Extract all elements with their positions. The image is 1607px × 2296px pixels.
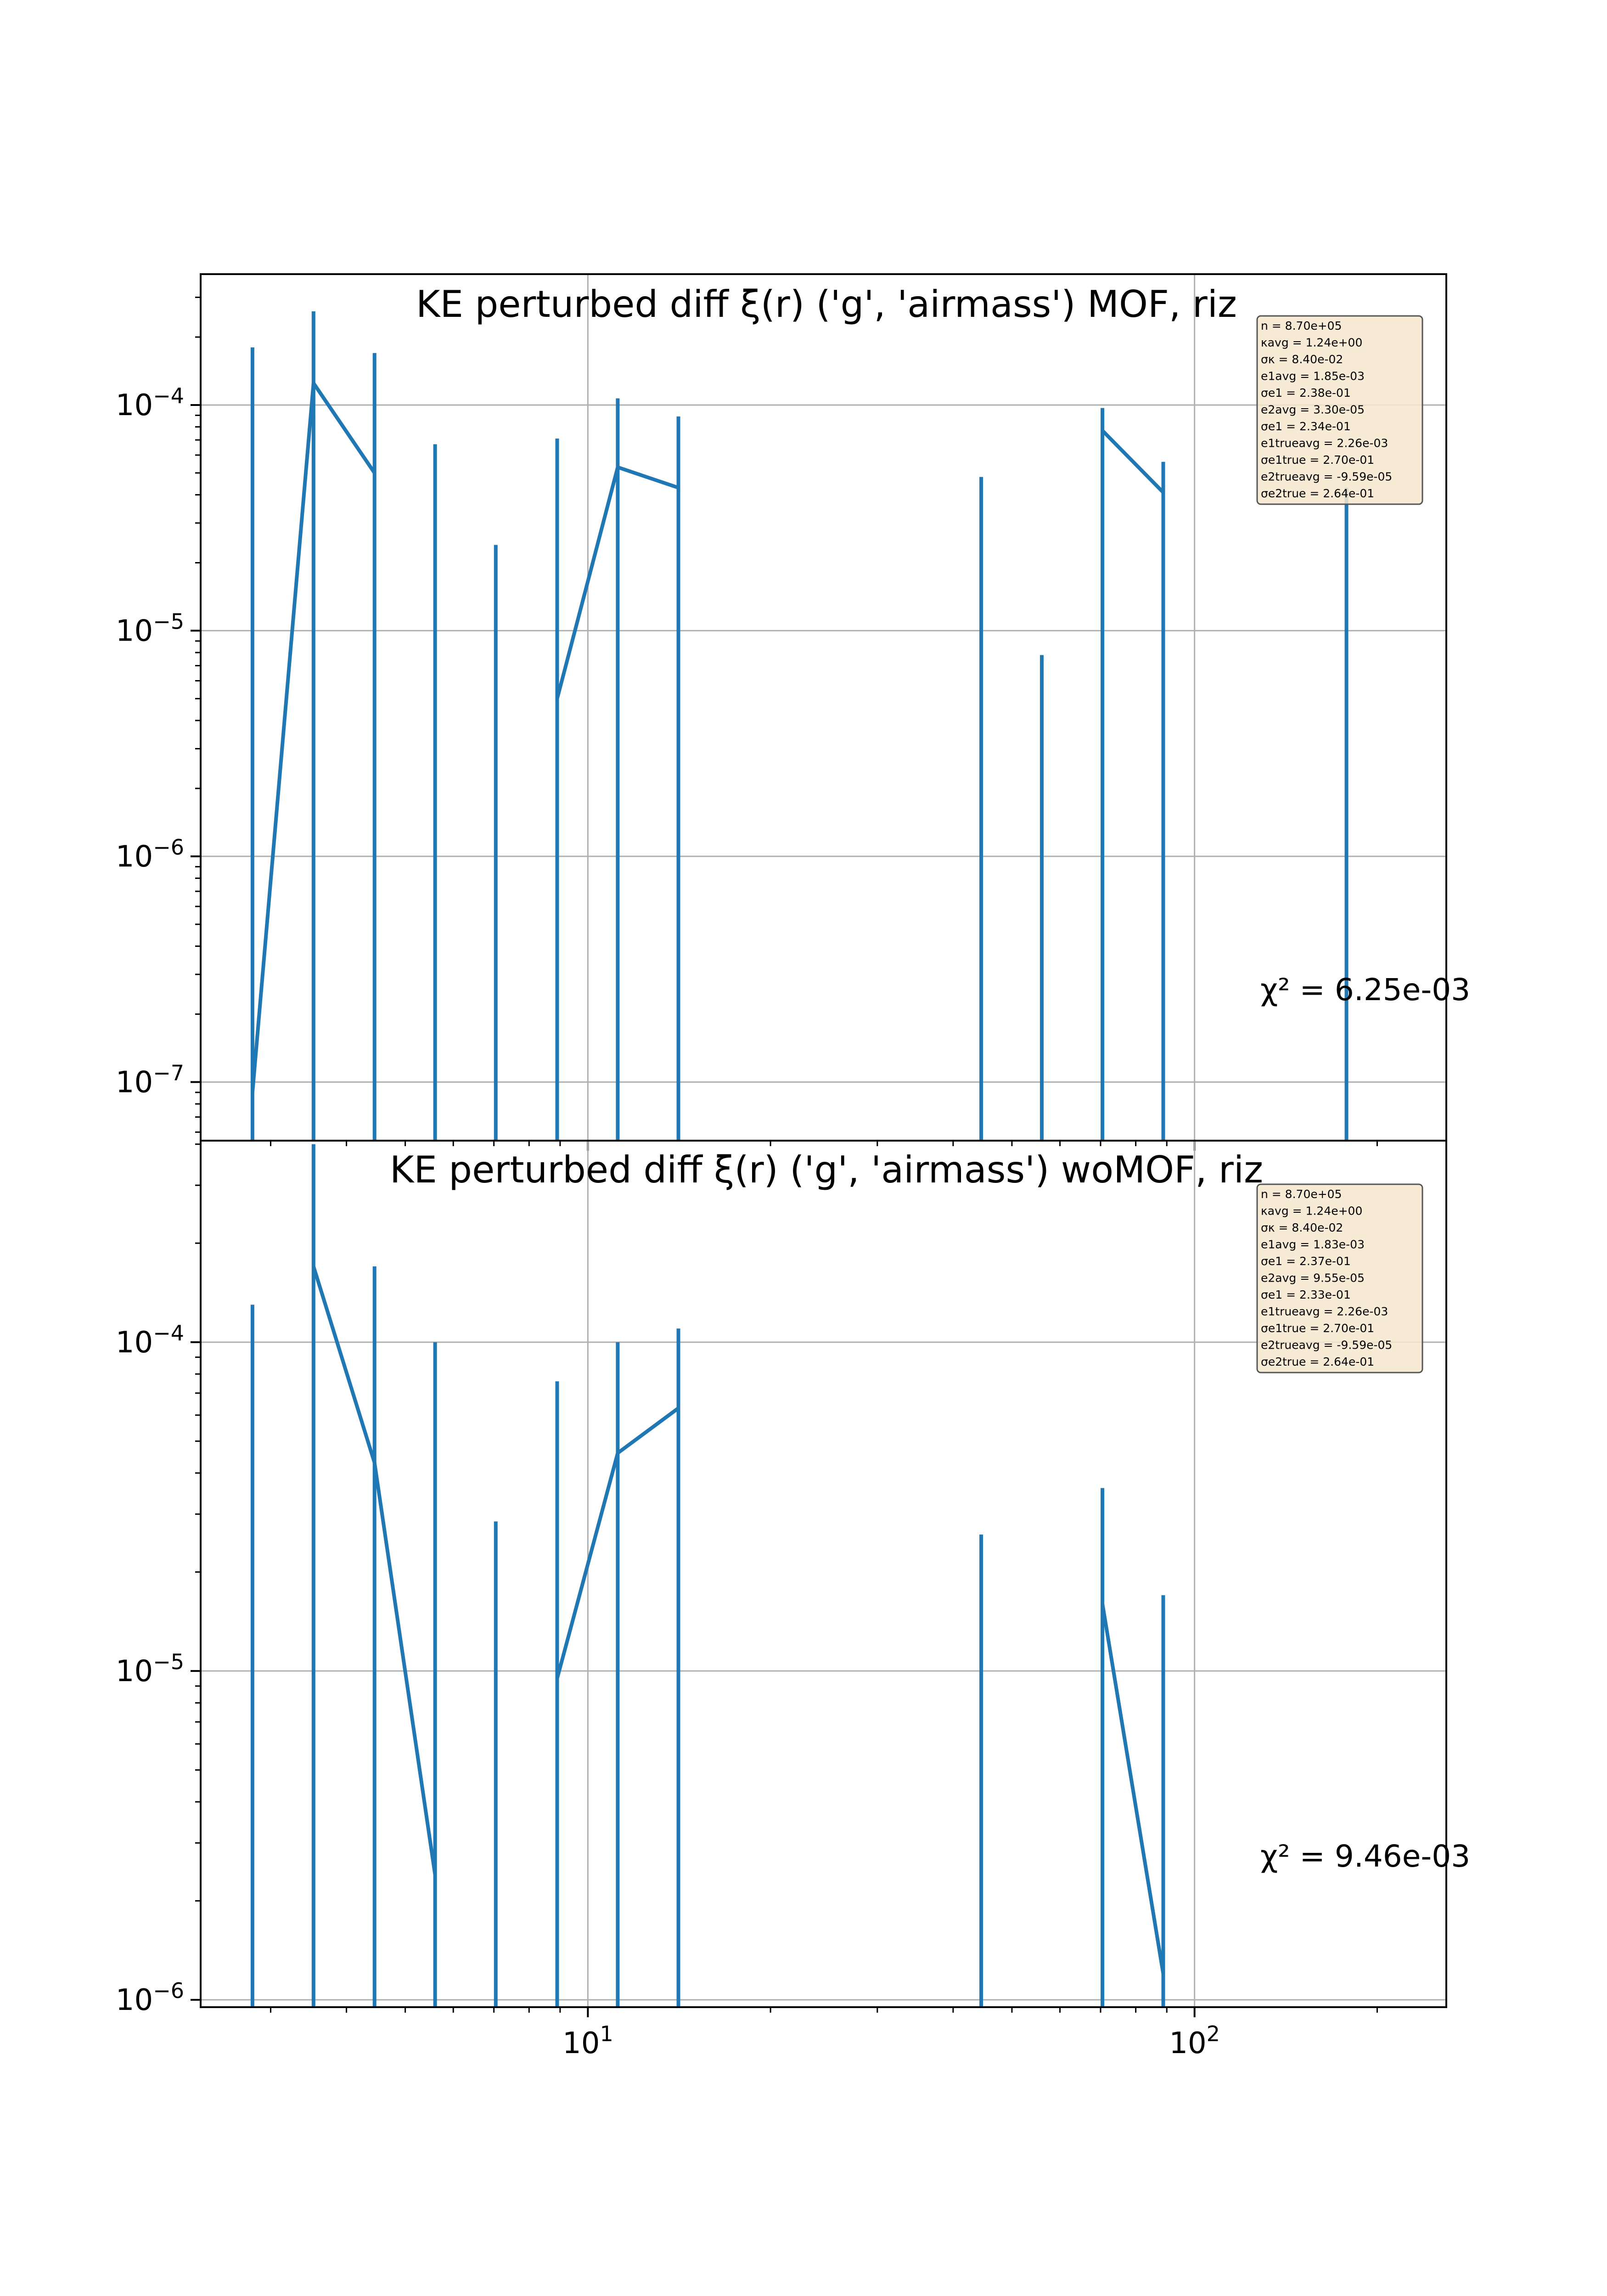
y-tick-label: 10−4 xyxy=(116,1321,184,1360)
x-tick-label: 101 xyxy=(562,2021,613,2060)
stats-box-line: σe1 = 2.37e-01 xyxy=(1261,1255,1351,1268)
bottom-panel-series xyxy=(250,1144,1165,2007)
top-panel-title: KE perturbed diff ξ(r) ('g', 'airmass') … xyxy=(416,283,1237,326)
stats-box-line: n = 8.70e+05 xyxy=(1261,319,1342,332)
top-panel-chi2: χ² = 6.25e-03 xyxy=(1260,972,1470,1007)
series-line xyxy=(1101,429,1165,494)
stats-box-line: σe2true = 2.64e-01 xyxy=(1261,487,1374,500)
stats-box-line: σe1 = 2.33e-01 xyxy=(1261,1288,1351,1301)
series-line xyxy=(250,381,376,1093)
bottom-panel-stats-box: n = 8.70e+05 κavg = 1.24e+00 σκ = 8.40e-02… xyxy=(1256,1183,1423,1373)
y-tick-label: 10−6 xyxy=(116,835,184,874)
stats-box-frame xyxy=(1256,315,1423,505)
y-tick-label: 10−5 xyxy=(116,1649,184,1688)
stats-box-line: σe1true = 2.70e-01 xyxy=(1261,1322,1374,1335)
stats-box-line: σe2true = 2.64e-01 xyxy=(1261,1355,1374,1368)
x-tick-label: 102 xyxy=(1169,2021,1220,2060)
stats-box-line: σe1 = 2.38e-01 xyxy=(1261,386,1351,400)
bottom-panel: 10−6 10−5 10−4 101 102 KE perturbed diff ξ(r… xyxy=(116,1140,1470,2060)
top-panel-stats-box: n = 8.70e+05 κavg = 1.24e+00 σκ = 8.40e-02… xyxy=(1256,315,1423,505)
stats-box-line: e1trueavg = 2.26e-03 xyxy=(1261,437,1388,450)
stats-box-line: σκ = 8.40e-02 xyxy=(1261,353,1343,366)
series-line xyxy=(1101,1604,1165,1974)
stats-box-line: κavg = 1.24e+00 xyxy=(1261,1204,1362,1218)
y-tick-label: 10−7 xyxy=(116,1060,184,1099)
y-tick-label: 10−4 xyxy=(116,383,184,422)
series-line xyxy=(555,1407,680,1679)
stats-box-frame xyxy=(1256,1183,1423,1373)
stats-box-line: e1trueavg = 2.26e-03 xyxy=(1261,1305,1388,1318)
stats-box-line: σe1true = 2.70e-01 xyxy=(1261,453,1374,467)
stats-box-line: e1avg = 1.85e-03 xyxy=(1261,370,1365,383)
y-tick-label: 10−6 xyxy=(116,1978,184,2017)
axes-frame xyxy=(200,1140,1447,2008)
stats-box-line: e2trueavg = -9.59e-05 xyxy=(1261,470,1392,484)
stats-box-line: e2avg = 9.55e-05 xyxy=(1261,1272,1365,1285)
series-line xyxy=(555,465,679,699)
stats-box-line: κavg = 1.24e+00 xyxy=(1261,336,1362,349)
stats-box-line: e1avg = 1.83e-03 xyxy=(1261,1238,1365,1251)
y-tick-label: 10−5 xyxy=(116,609,184,648)
series-line xyxy=(311,1266,437,1875)
bottom-panel-title: KE perturbed diff ξ(r) ('g', 'airmass') … xyxy=(390,1148,1263,1191)
stats-box-line: e2avg = 3.30e-05 xyxy=(1261,403,1365,416)
top-panel-grid xyxy=(201,274,1446,1141)
bottom-panel-grid xyxy=(201,1141,1446,2007)
stats-box-line: n = 8.70e+05 xyxy=(1261,1187,1342,1201)
stats-box-line: σκ = 8.40e-02 xyxy=(1261,1221,1343,1234)
bottom-panel-axes: 10−6 10−5 10−4 101 102 xyxy=(116,1140,1447,2060)
stats-box-line: σe1 = 2.34e-01 xyxy=(1261,420,1351,433)
top-panel-series xyxy=(250,311,1349,1141)
stats-box-line: e2trueavg = -9.59e-05 xyxy=(1261,1339,1392,1352)
bottom-panel-chi2: χ² = 9.46e-03 xyxy=(1260,1839,1470,1874)
top-panel: 10−7 10−6 10−5 10−4 KE perturbed diff ξ(r) … xyxy=(116,273,1470,1151)
